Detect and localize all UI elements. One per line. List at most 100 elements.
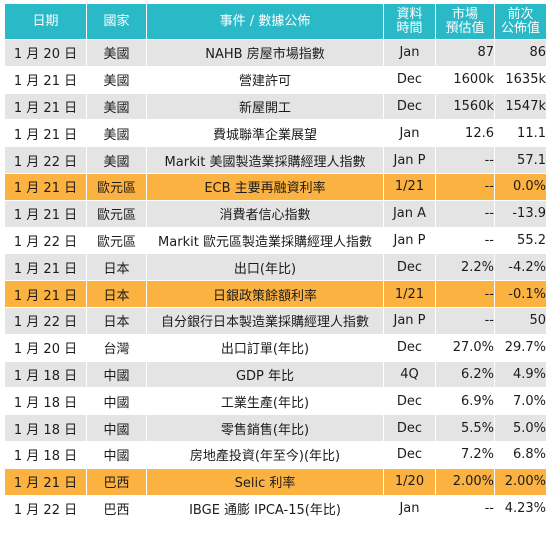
cell-expected: --: [435, 494, 495, 523]
cell-date: 1 月 22 日: [4, 146, 87, 174]
cell-expected: 1600k: [435, 65, 495, 94]
cell-previous: 5.0%: [494, 414, 547, 442]
table-row: 1 月 21 日巴西 Selic 利率 1/20 2.00% 2.00%: [4, 467, 547, 496]
header-period-line2: 時間: [396, 20, 423, 36]
cell-period: Dec: [383, 440, 436, 469]
cell-date: 1 月 18 日: [4, 414, 87, 442]
cell-date: 1 月 22 日: [4, 494, 87, 523]
cell-period: 1/20: [383, 467, 436, 496]
cell-previous: 7.0%: [494, 387, 547, 416]
cell-period: 4Q: [383, 360, 436, 389]
cell-expected: --: [435, 306, 495, 335]
cell-date: 1 月 21 日: [4, 467, 87, 496]
cell-period: Dec: [383, 333, 436, 362]
cell-previous: 1635k: [494, 65, 547, 94]
cell-event: 出口(年比): [146, 253, 384, 282]
cell-country: 日本: [86, 280, 147, 308]
cell-period: Jan: [383, 494, 436, 523]
cell-previous: 1547k: [494, 92, 547, 121]
cell-previous: 4.23%: [494, 494, 547, 523]
cell-previous: 29.7%: [494, 333, 547, 362]
table-row: 1 月 18 日中國 工業生產(年比) Dec 6.9% 7.0%: [4, 387, 547, 416]
cell-date: 1 月 21 日: [4, 65, 87, 94]
cell-expected: 27.0%: [435, 333, 495, 362]
cell-country: 美國: [86, 92, 147, 121]
cell-previous: 0.0%: [494, 172, 547, 201]
header-country: 國家: [86, 3, 147, 40]
cell-expected: 87: [435, 39, 495, 67]
header-expected: 市場 預估值: [435, 3, 495, 40]
cell-country: 中國: [86, 414, 147, 442]
cell-previous: 50: [494, 306, 547, 335]
header-period: 資料 時間: [383, 3, 436, 40]
cell-event: IBGE 通膨 IPCA-15(年比): [146, 494, 384, 523]
table-row: 1 月 21 日美國 新屋開工 Dec 1560k 1547k: [4, 92, 547, 121]
cell-period: Jan P: [383, 306, 436, 335]
cell-country: 中國: [86, 387, 147, 416]
cell-event: GDP 年比: [146, 360, 384, 389]
cell-date: 1 月 18 日: [4, 387, 87, 416]
header-previous: 前次 公佈值: [494, 3, 547, 40]
cell-expected: --: [435, 280, 495, 308]
header-row: 日期 國家 事件 / 數據公佈 資料 時間 市場 預估值 前次 公佈值: [4, 3, 547, 40]
table-row: 1 月 21 日歐元區 ECB 主要再融資利率 1/21 -- 0.0%: [4, 172, 547, 201]
cell-event: Markit 美國製造業採購經理人指數: [146, 146, 384, 174]
table-row: 1 月 21 日日本 出口(年比) Dec 2.2% -4.2%: [4, 253, 547, 282]
header-period-line1: 資料: [396, 6, 423, 22]
cell-event: Markit 歐元區製造業採購經理人指數: [146, 226, 384, 255]
cell-period: 1/21: [383, 172, 436, 201]
cell-period: Dec: [383, 253, 436, 282]
cell-expected: --: [435, 146, 495, 174]
header-expected-line1: 市場: [451, 6, 478, 22]
cell-country: 歐元區: [86, 226, 147, 255]
table-row: 1 月 18 日中國 零售銷售(年比) Dec 5.5% 5.0%: [4, 414, 547, 442]
cell-period: Dec: [383, 92, 436, 121]
cell-event: ECB 主要再融資利率: [146, 172, 384, 201]
cell-event: 營建許可: [146, 65, 384, 94]
cell-previous: 6.8%: [494, 440, 547, 469]
cell-country: 中國: [86, 360, 147, 389]
cell-event: 新屋開工: [146, 92, 384, 121]
cell-previous: 11.1: [494, 119, 547, 148]
cell-country: 日本: [86, 306, 147, 335]
table-row: 1 月 18 日中國 房地產投資(年至今)(年比) Dec 7.2% 6.8%: [4, 440, 547, 469]
table-body: 1 月 20 日美國 NAHB 房屋市場指數 Jan 87 86 1 月 21 日美國 營建…: [4, 39, 547, 523]
header-event: 事件 / 數據公佈: [146, 3, 384, 40]
cell-period: 1/21: [383, 280, 436, 308]
cell-country: 中國: [86, 440, 147, 469]
cell-expected: 12.6: [435, 119, 495, 148]
cell-country: 美國: [86, 119, 147, 148]
cell-event: NAHB 房屋市場指數: [146, 39, 384, 67]
cell-expected: --: [435, 199, 495, 228]
cell-period: Jan P: [383, 226, 436, 255]
cell-period: Dec: [383, 414, 436, 442]
cell-event: 工業生產(年比): [146, 387, 384, 416]
cell-expected: --: [435, 226, 495, 255]
header-previous-line2: 公佈值: [500, 20, 540, 36]
table-row: 1 月 21 日美國 費城聯準企業展望 Jan 12.6 11.1: [4, 119, 547, 148]
cell-country: 美國: [86, 146, 147, 174]
table-row: 1 月 20 日美國 NAHB 房屋市場指數 Jan 87 86: [4, 39, 547, 67]
cell-previous: 4.9%: [494, 360, 547, 389]
cell-expected: 2.2%: [435, 253, 495, 282]
cell-date: 1 月 22 日: [4, 306, 87, 335]
cell-previous: 57.1: [494, 146, 547, 174]
cell-previous: 2.00%: [494, 467, 547, 496]
cell-period: Jan P: [383, 146, 436, 174]
header-previous-line1: 前次: [507, 6, 534, 22]
cell-date: 1 月 21 日: [4, 172, 87, 201]
cell-period: Jan A: [383, 199, 436, 228]
cell-event: 日銀政策餘額利率: [146, 280, 384, 308]
cell-country: 美國: [86, 39, 147, 67]
cell-event: 費城聯準企業展望: [146, 119, 384, 148]
cell-country: 巴西: [86, 467, 147, 496]
cell-expected: 7.2%: [435, 440, 495, 469]
cell-country: 日本: [86, 253, 147, 282]
cell-event: Selic 利率: [146, 467, 384, 496]
cell-date: 1 月 21 日: [4, 92, 87, 121]
cell-country: 美國: [86, 65, 147, 94]
cell-previous: -4.2%: [494, 253, 547, 282]
cell-date: 1 月 18 日: [4, 360, 87, 389]
cell-date: 1 月 18 日: [4, 440, 87, 469]
cell-period: Dec: [383, 387, 436, 416]
